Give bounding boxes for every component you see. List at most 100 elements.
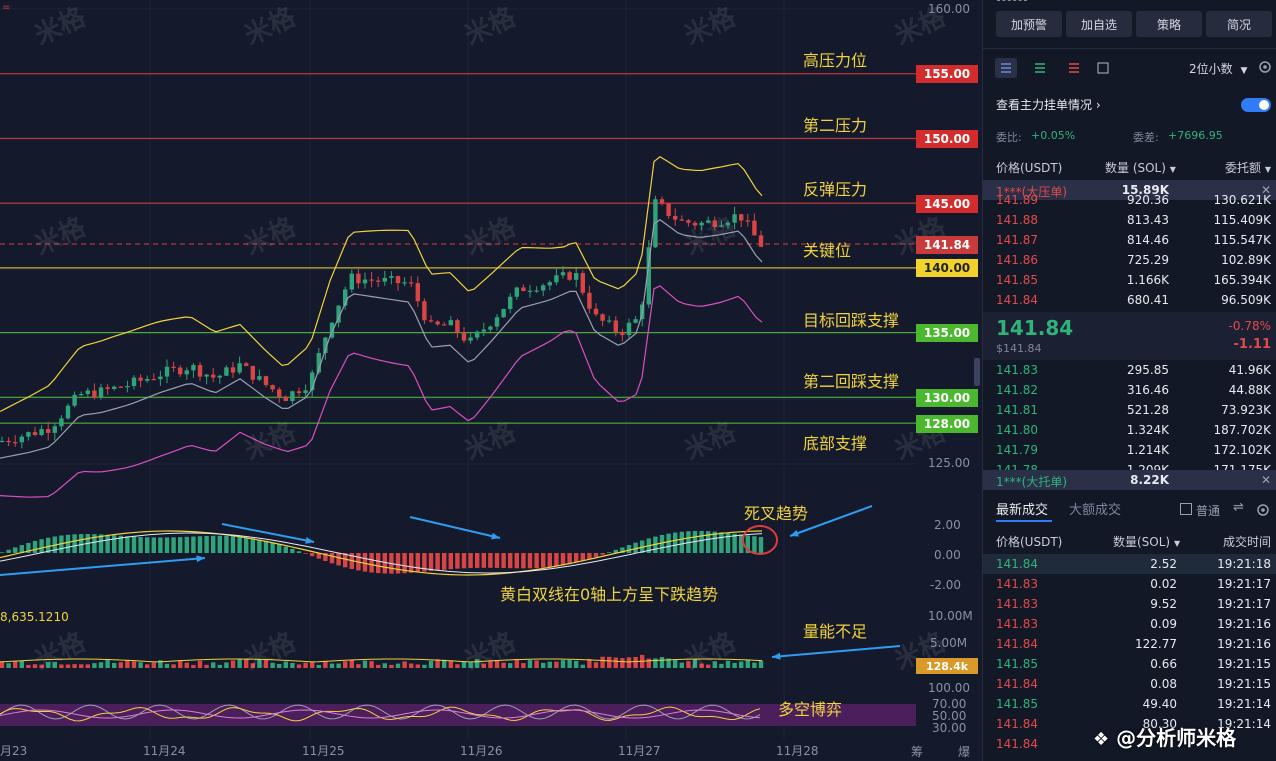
ask-row[interactable]: 141.87 814.46 115.547K: [983, 230, 1276, 250]
strategy-button[interactable]: 策略: [1136, 11, 1202, 37]
macd-bar: [118, 535, 123, 553]
bid-row[interactable]: 141.83 295.85 41.96K: [983, 360, 1276, 380]
view-bids-icon[interactable]: [1029, 58, 1051, 78]
trade-price: 141.83: [996, 597, 1038, 611]
diamond-logo-icon: ❖: [1093, 729, 1110, 750]
watchlist-button[interactable]: 加自选: [1066, 11, 1132, 37]
close-icon[interactable]: ✕: [1260, 473, 1271, 487]
summary-button[interactable]: 简况: [1206, 11, 1272, 37]
volume-bar: [686, 661, 691, 668]
volume-bar: [646, 658, 651, 668]
order-amount: 96.509K: [1221, 293, 1271, 307]
volume-bar: [6, 663, 11, 668]
volume-bar: [310, 661, 315, 668]
settings-icon[interactable]: [1257, 59, 1273, 75]
ask-row[interactable]: 141.84 680.41 96.509K: [983, 290, 1276, 310]
level-label-150: 第二压力: [803, 116, 868, 135]
order-price: 141.82: [996, 383, 1038, 397]
kline-chart[interactable]: 米格米格米格米格米格米格米格米格米格米格米格米格米格米格米格米格米格米格米格 =…: [0, 0, 980, 761]
volume-ma-line: [0, 658, 763, 663]
volume-bar: [19, 660, 24, 668]
order-price: 141.89: [996, 193, 1038, 207]
macd-bar: [310, 553, 315, 557]
bid-row[interactable]: 141.80 1.324K 187.702K: [983, 420, 1276, 440]
volume-bar: [257, 659, 262, 668]
header-qty[interactable]: 数量 (SOL) ▼: [1105, 159, 1176, 176]
orders-toggle[interactable]: [1241, 98, 1271, 112]
volume-bar: [184, 662, 189, 668]
trade-qty: 80.30: [1142, 717, 1177, 731]
view-asks-icon[interactable]: [1063, 58, 1085, 78]
alert-button[interactable]: 加预警: [996, 11, 1062, 37]
order-amount: 172.102K: [1213, 443, 1272, 457]
watermark-text: 米格: [680, 211, 741, 261]
volume-bar: [164, 663, 170, 668]
trade-row[interactable]: 141.83 0.09 19:21:16: [983, 614, 1276, 634]
candle-body: [296, 391, 302, 394]
boll-middle-line: [0, 218, 763, 459]
trade-settings-icon[interactable]: [1255, 502, 1271, 518]
trade-row[interactable]: 141.83 9.52 19:21:17: [983, 594, 1276, 614]
trade-row[interactable]: 141.85 0.66 19:21:15: [983, 654, 1276, 674]
volume-bar: [527, 660, 533, 668]
panel-divider: [983, 48, 1276, 49]
bid-big-order[interactable]: 1***(大托单) 8.22K ✕: [983, 470, 1276, 490]
volume-bar: [52, 661, 57, 668]
normal-checkbox[interactable]: [1180, 503, 1192, 515]
trades-header-qty[interactable]: 数量(SOL) ▼: [1113, 533, 1180, 550]
watermark-text: 米格: [460, 211, 521, 261]
author-watermark: ❖ @分析师米格: [1093, 722, 1236, 751]
ask-big-order[interactable]: 1***(大压单) 15.89K ✕: [983, 180, 1276, 200]
trade-row[interactable]: 141.84: [983, 734, 1276, 754]
trade-qty: 122.77: [1135, 637, 1177, 651]
macd-bar: [448, 553, 453, 570]
order-qty: 680.41: [1127, 293, 1169, 307]
trade-row[interactable]: 141.85 49.40 19:21:14: [983, 694, 1276, 714]
watermark-text: 米格: [680, 1, 741, 51]
trade-qty: 0.02: [1150, 577, 1177, 591]
macd-bar: [706, 531, 711, 553]
candle-body: [65, 405, 71, 419]
macd-bar: [626, 545, 632, 553]
trade-row[interactable]: 141.84 122.77 19:21:16: [983, 634, 1276, 654]
bid-row[interactable]: 141.82 316.46 44.88K: [983, 380, 1276, 400]
view-both-icon[interactable]: [995, 58, 1017, 78]
rsi-line: [0, 704, 761, 720]
chip-button[interactable]: 筹: [911, 745, 924, 759]
bid-row[interactable]: 141.79 1.214K 172.102K: [983, 440, 1276, 460]
ask-row[interactable]: 141.86 725.29 102.89K: [983, 250, 1276, 270]
volume-bar: [673, 659, 678, 668]
filter-icon[interactable]: ⇌: [1233, 500, 1244, 515]
vol-tick-5m: 5.00M: [930, 636, 968, 650]
candle-body: [369, 279, 374, 281]
ask-row[interactable]: 141.88 813.43 115.409K: [983, 210, 1276, 230]
volume-bar: [329, 663, 335, 668]
candle-body: [574, 273, 579, 280]
close-icon[interactable]: ✕: [1260, 183, 1271, 197]
price-tag-145: 145.00: [916, 195, 978, 213]
bid-row[interactable]: 141.81 521.28 73.923K: [983, 400, 1276, 420]
header-amount[interactable]: 委托额 ▼: [1225, 159, 1271, 176]
macd-bar: [699, 530, 704, 553]
trade-row[interactable]: 141.84 80.30 19:21:14: [983, 714, 1276, 734]
tab-latest-trades[interactable]: 最新成交: [996, 503, 1049, 518]
ask-row[interactable]: 141.85 1.166K 165.394K: [983, 270, 1276, 290]
macd-bar: [13, 547, 18, 553]
trade-row[interactable]: 141.83 0.02 19:21:17: [983, 574, 1276, 594]
trade-time: 19:21:15: [1217, 657, 1271, 671]
trade-row[interactable]: 141.84 2.52 19:21:18: [983, 554, 1276, 574]
explode-button[interactable]: 爆: [958, 745, 971, 759]
candle-body: [237, 363, 242, 373]
volume-bar: [732, 662, 737, 668]
tab-large-trades[interactable]: 大额成交: [1069, 503, 1122, 518]
macd-bar: [92, 534, 97, 553]
volume-bar: [752, 662, 757, 668]
view-expand-icon[interactable]: [1093, 58, 1115, 78]
collapse-handle[interactable]: [974, 358, 980, 386]
decimal-select[interactable]: 2位小数 ▼: [1189, 60, 1247, 77]
orders-link[interactable]: 查看主力挂单情况 ›: [996, 96, 1101, 113]
ask-row[interactable]: 141.89 920.36 130.621K: [983, 190, 1276, 210]
date-label-28: 11月28: [776, 744, 819, 758]
candle-body: [699, 222, 704, 226]
trade-row[interactable]: 141.84 0.08 19:21:15: [983, 674, 1276, 694]
